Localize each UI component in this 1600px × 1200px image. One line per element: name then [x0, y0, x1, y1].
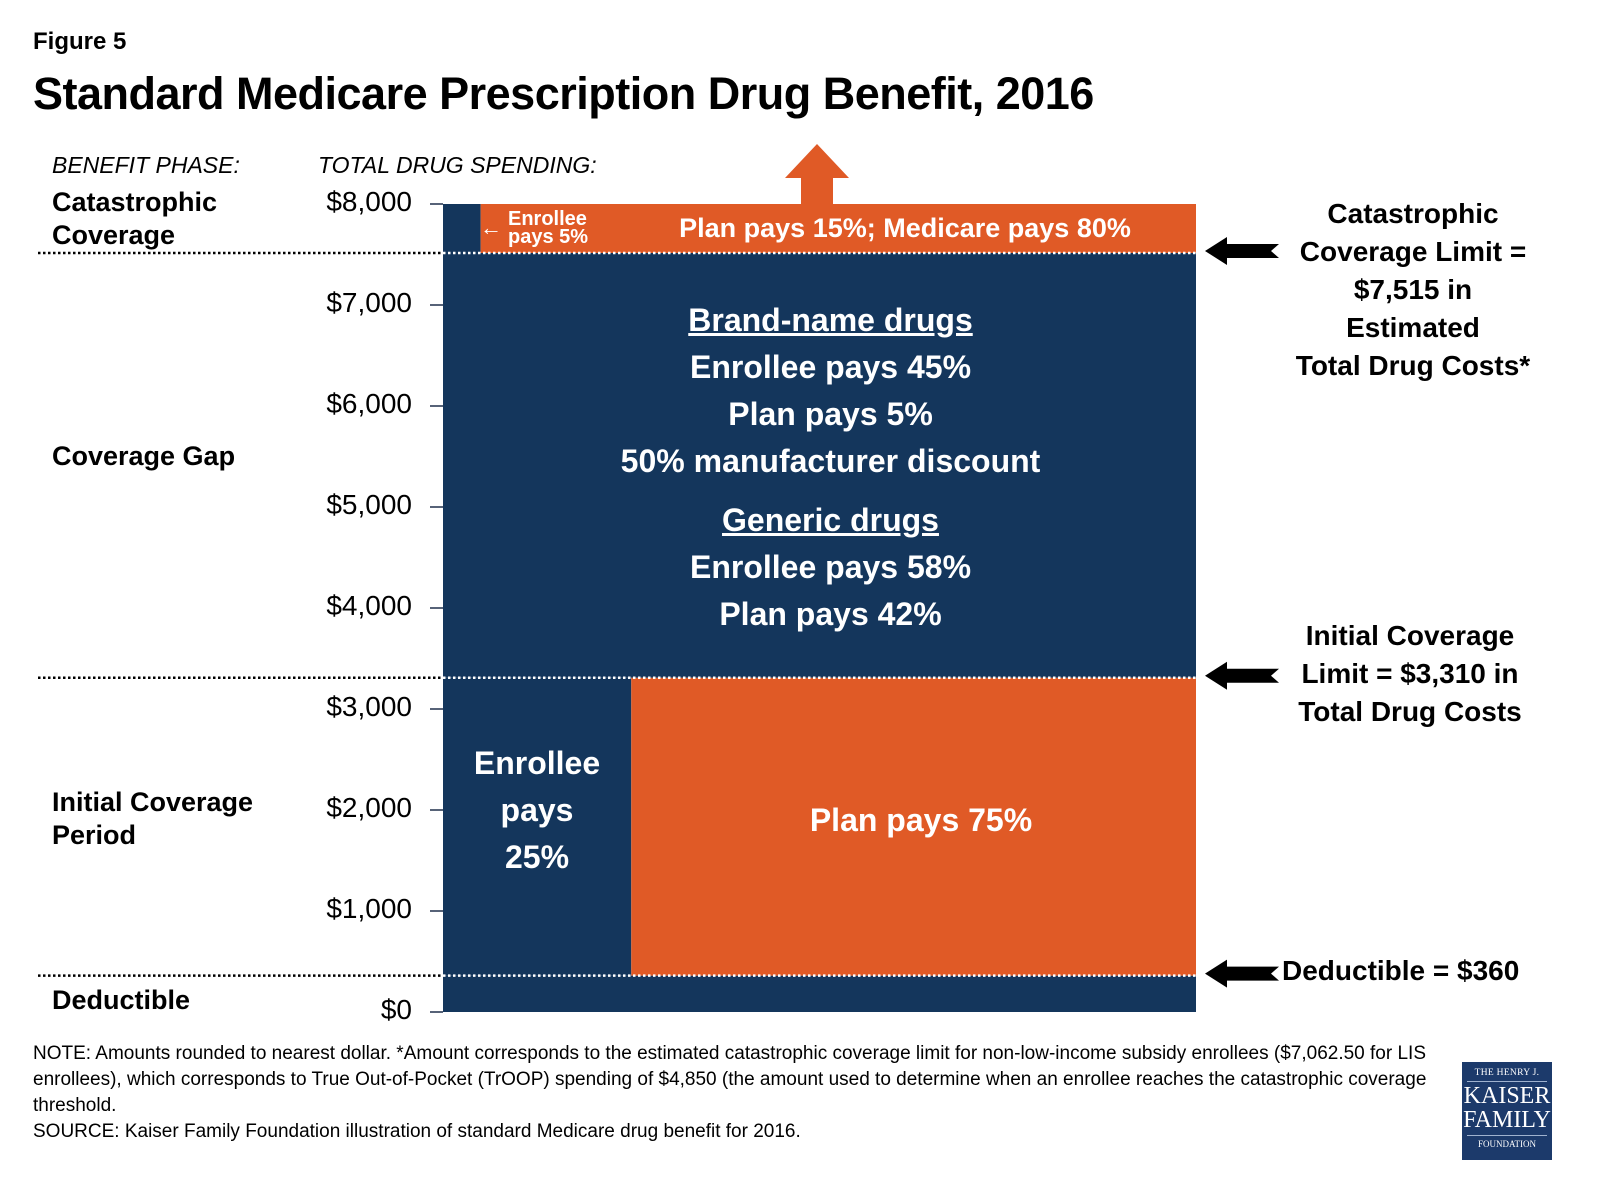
y-axis	[430, 203, 443, 1013]
y-tick-label: $2,000	[326, 792, 412, 823]
annotation-line: Total Drug Costs*	[1295, 350, 1531, 381]
phase-label-line: Catastrophic	[52, 187, 218, 217]
phase-label-initial-coverage: Initial Coverage Period	[52, 786, 253, 852]
deductible-annotation: Deductible = $360	[1282, 955, 1520, 986]
kff-logo: THE HENRY J. KAISER FAMILY FOUNDATION	[1462, 1062, 1552, 1160]
footnote: NOTE: Amounts rounded to nearest dollar.…	[33, 1041, 1453, 1145]
note-text: NOTE: Amounts rounded to nearest dollar.…	[33, 1043, 1427, 1116]
phase-label-catastrophic: Catastrophic Coverage	[52, 186, 217, 252]
left-arrow-icon: ←	[480, 215, 502, 240]
y-tick-label: $8,000	[326, 186, 412, 217]
left-arrow-icon	[1205, 959, 1279, 988]
phase-label-line: Period	[52, 820, 137, 850]
annotation-line: Limit = $3,310 in	[1301, 658, 1519, 689]
generic-heading: Generic drugs	[722, 502, 939, 538]
chart-title: Standard Medicare Prescription Drug Bene…	[33, 68, 1094, 119]
total-spending-header: TOTAL DRUG SPENDING:	[318, 152, 597, 178]
bar-segment-coverage-gap-enrollee-plan-manufacturer	[443, 252, 1196, 678]
bar-segment-catastrophic-coverage-enrollee	[443, 204, 481, 253]
label-line: pays 5%	[508, 226, 589, 248]
coverage-gap-text: Brand-name drugs Enrollee pays 45% Plan …	[443, 297, 1218, 638]
left-arrow-icon	[1205, 236, 1279, 265]
left-arrow-icon	[1205, 661, 1279, 690]
catastrophic-limit-annotation: Catastrophic Coverage Limit = $7,515 in …	[1268, 195, 1558, 385]
label-line: Enrollee	[473, 745, 601, 781]
y-tick-label: $1,000	[326, 893, 412, 924]
annotation-line: Estimated	[1346, 312, 1480, 343]
source-text: SOURCE: Kaiser Family Foundation illustr…	[33, 1121, 801, 1142]
y-tick-label: $6,000	[326, 388, 412, 419]
up-arrow-icon	[785, 144, 849, 204]
phase-label-line: Initial Coverage	[52, 787, 254, 817]
phase-label-line: Coverage Gap	[52, 441, 236, 471]
y-tick-label: $7,000	[326, 287, 412, 318]
y-tick-label: $3,000	[326, 691, 412, 722]
catastrophic-enrollee-label: ← Enrollee pays 5%	[480, 208, 630, 248]
generic-line: Enrollee pays 58%	[689, 549, 972, 585]
y-tick-label: $4,000	[326, 590, 412, 621]
phase-label-line: Deductible	[52, 985, 191, 1015]
annotation-line: Total Drug Costs	[1298, 696, 1522, 727]
bar-segments	[443, 144, 1196, 1012]
bar-segment-catastrophic-coverage-plan-medicare	[480, 204, 1196, 253]
annotation-line: Initial Coverage	[1305, 620, 1515, 651]
label-line: pays	[500, 792, 574, 828]
catastrophic-plan-medicare-label: Plan pays 15%; Medicare pays 80%	[679, 213, 1131, 243]
annotation-line: Catastrophic	[1327, 198, 1499, 229]
brand-name-heading: Brand-name drugs	[688, 302, 973, 338]
logo-line: FOUNDATION	[1467, 1135, 1547, 1149]
initial-enrollee-label: Enrollee pays 25%	[443, 740, 631, 881]
figure-label: Figure 5	[33, 28, 127, 55]
annotation-line: Coverage Limit =	[1299, 236, 1527, 267]
logo-line: KAISER	[1463, 1083, 1551, 1109]
benefit-phase-header: BENEFIT PHASE:	[52, 152, 240, 178]
phase-label-deductible: Deductible	[52, 984, 190, 1017]
logo-line: FAMILY	[1463, 1107, 1551, 1133]
generic-line: Plan pays 42%	[719, 596, 942, 632]
brand-line: Plan pays 5%	[728, 396, 933, 432]
bar-segment-initial-coverage-period-plan	[631, 677, 1196, 976]
threshold-lines	[38, 251, 1196, 977]
label-line: Enrollee	[508, 208, 587, 230]
bar-segment-initial-coverage-period-enrollee	[443, 677, 632, 976]
initial-limit-annotation: Initial Coverage Limit = $3,310 in Total…	[1280, 617, 1540, 731]
y-tick-label: $5,000	[326, 489, 412, 520]
brand-line: 50% manufacturer discount	[620, 443, 1041, 479]
phase-label-coverage-gap: Coverage Gap	[52, 440, 235, 473]
annotation-line: $7,515 in	[1353, 274, 1473, 305]
bar-segment-deductible-enrollee	[443, 975, 1196, 1012]
brand-line: Enrollee pays 45%	[689, 349, 972, 385]
y-tick-label: $0	[380, 994, 412, 1025]
label-line: 25%	[504, 839, 570, 875]
logo-line: THE HENRY J.	[1467, 1062, 1547, 1082]
initial-plan-label: Plan pays 75%	[809, 802, 1033, 838]
annotation-arrows	[1205, 236, 1279, 988]
phase-label-line: Coverage	[52, 220, 176, 250]
